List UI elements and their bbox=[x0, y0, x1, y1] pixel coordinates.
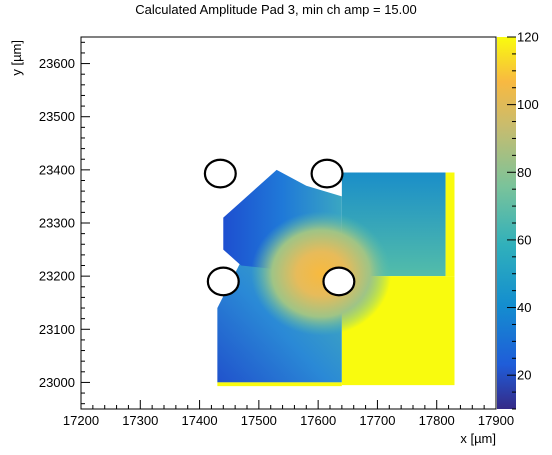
y-tick-label: 23300 bbox=[39, 216, 75, 231]
colorbar-tick-label: 80 bbox=[517, 165, 531, 180]
x-tick-label: 17600 bbox=[300, 413, 336, 428]
x-tick-label: 17400 bbox=[181, 413, 217, 428]
pad-circle-1 bbox=[203, 158, 237, 189]
y-tick-label: 23000 bbox=[39, 375, 75, 390]
pad-circle-2 bbox=[310, 158, 344, 189]
axes: 17200 17300 17400 17500 17600 17700 17800 17900… bbox=[39, 41, 514, 428]
pad-outlines bbox=[203, 158, 356, 297]
y-tick-label: 23100 bbox=[39, 322, 75, 337]
pad-circle-3 bbox=[206, 266, 240, 297]
y-tick-label: 23500 bbox=[39, 109, 75, 124]
pad-circle-4 bbox=[322, 266, 356, 297]
x-tick-label: 17700 bbox=[359, 413, 395, 428]
heatmap-field bbox=[217, 169, 455, 387]
x-tick-label: 17500 bbox=[241, 413, 277, 428]
colorbar-tick-label: 40 bbox=[517, 300, 531, 315]
region-bottom-edge bbox=[217, 382, 342, 387]
y-tick-label: 23200 bbox=[39, 269, 75, 284]
y-axis-label: y [µm] bbox=[9, 40, 24, 76]
region-right-strip bbox=[445, 172, 455, 277]
y-tick-label: 23600 bbox=[39, 56, 75, 71]
colorbar bbox=[497, 37, 516, 409]
x-tick-label: 17900 bbox=[478, 413, 514, 428]
y-tick-label: 23400 bbox=[39, 162, 75, 177]
region-center-hotspot bbox=[251, 211, 392, 336]
colorbar-tick-label: 20 bbox=[517, 368, 531, 383]
colorbar-tick-label: 100 bbox=[517, 97, 539, 112]
colorbar-tick-label: 60 bbox=[517, 232, 531, 247]
colorbar-tick-label: 120 bbox=[517, 30, 539, 45]
chart-title: Calculated Amplitude Pad 3, min ch amp =… bbox=[135, 2, 416, 17]
x-tick-label: 17800 bbox=[419, 413, 455, 428]
x-tick-label: 17300 bbox=[122, 413, 158, 428]
colorbar-axis: 20 40 60 80 100 120 bbox=[507, 30, 539, 410]
x-axis-label: x [µm] bbox=[460, 431, 496, 446]
x-tick-label: 17200 bbox=[63, 413, 99, 428]
